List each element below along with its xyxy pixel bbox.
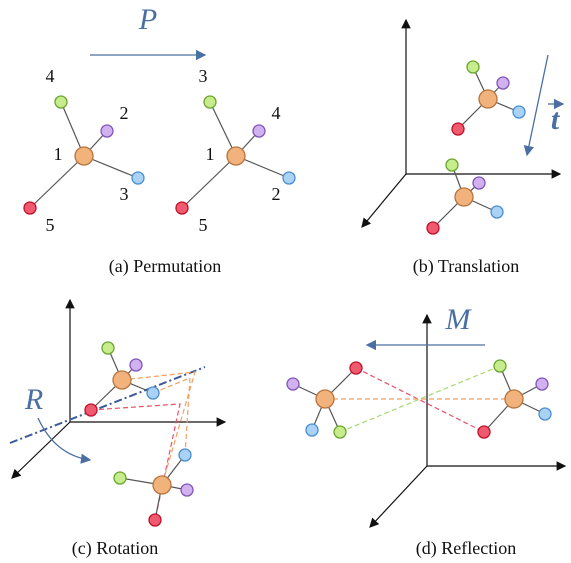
- panel-a: P 4 2 1 3 5 3 4 1 2 5 (a) Permutation: [23, 3, 296, 277]
- caption: (a) Permutation: [109, 256, 221, 277]
- atom-label: 1: [206, 144, 215, 164]
- molecule: [84, 341, 160, 417]
- caption: (b) Translation: [413, 256, 520, 277]
- molecule: [175, 95, 296, 215]
- atom-label: 4: [272, 103, 281, 123]
- caption: (c) Rotation: [72, 538, 158, 559]
- atom-label: 4: [46, 66, 55, 86]
- panel-b: t (b) Translation: [361, 18, 565, 277]
- molecule: [426, 158, 504, 235]
- molecule: [286, 361, 363, 439]
- operator: t: [551, 103, 561, 136]
- molecule: [113, 448, 194, 527]
- atom-label: 3: [199, 66, 208, 86]
- panel-c: R (c) Rotation: [9, 298, 227, 559]
- atom-label: 1: [54, 144, 63, 164]
- atom-label: 5: [199, 215, 208, 235]
- molecule: [451, 60, 526, 136]
- operator: R: [24, 383, 43, 416]
- atom-label: 3: [120, 184, 129, 204]
- panel-d: M (d) Reflection: [286, 303, 567, 559]
- arrow: [523, 54, 549, 157]
- caption: (d) Reflection: [416, 538, 516, 559]
- rotation-arrow: [37, 417, 92, 464]
- atom-label: 5: [46, 215, 55, 235]
- molecule: [477, 359, 552, 439]
- atom-label: 2: [120, 103, 129, 123]
- operator: P: [138, 3, 157, 36]
- operator: M: [445, 303, 473, 336]
- molecule: [23, 95, 145, 215]
- atom-label: 2: [272, 184, 281, 204]
